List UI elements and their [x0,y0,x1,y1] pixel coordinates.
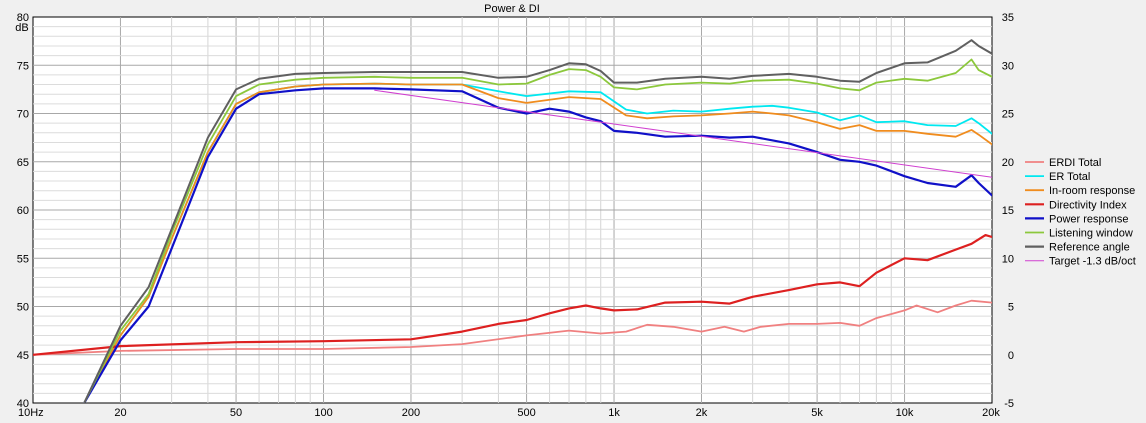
x-tick-label: 2k [696,407,708,419]
y-tick-label: 45 [17,350,29,362]
legend: ERDI Total ER Total In-room response Direct… [1025,157,1136,268]
x-tick-label: 5k [811,407,823,419]
x-tick-label: 100 [314,407,332,419]
y-tick-label: 40 [17,398,29,410]
chart-title: Power & DI [484,3,540,15]
legend-label-erdi-total: ERDI Total [1049,157,1101,169]
x-tick-label: 50 [230,407,242,419]
y-tick-label: 55 [17,253,29,265]
y2-tick-label: 15 [1002,205,1014,217]
x-tick-label: 20k [982,407,1000,419]
series-line-directivity-index [33,234,992,356]
legend-label-reference-angle: Reference angle [1049,242,1130,254]
y-axis-label: dB [15,22,28,34]
y-tick-label: 75 [17,60,29,72]
y-tick-label: 70 [17,109,29,121]
x-tick-label: 10k [896,407,914,419]
y2-tick-label: 5 [1008,302,1014,314]
series-line-power-response [83,87,992,403]
x-tick-label: 1k [608,407,620,419]
x-tick-label: 20 [114,407,126,419]
y2-tick-label: 30 [1002,60,1014,72]
series-line-listening-window [83,58,992,403]
series-line-erdi-total [33,299,992,356]
legend-label-in-room-response: In-room response [1049,185,1135,197]
legend-label-power-response: Power response [1049,213,1129,225]
series-lines [33,39,992,403]
legend-label-listening-window: Listening window [1049,228,1133,240]
y-tick-label: 60 [17,205,29,217]
x-tick-label: 500 [517,407,535,419]
y2-tick-label: 35 [1002,12,1014,24]
axes: Power & DI dB 40 45 50 55 60 65 70 75 80 -5 0 5 10 15… [15,3,1014,419]
x-tick-label: 10Hz [18,407,44,419]
x-tick-label: 200 [402,407,420,419]
legend-label-er-total: ER Total [1049,171,1090,183]
y2-tick-label: 25 [1002,109,1014,121]
y-tick-label: 65 [17,157,29,169]
legend-label-target-1-3-db-oct: Target -1.3 dB/oct [1049,256,1136,268]
y-tick-label: 50 [17,302,29,314]
y2-tick-label: 20 [1002,157,1014,169]
y2-tick-label: 0 [1008,350,1014,362]
series-line-reference-angle [83,39,992,403]
series-line-target-1-3-db-oct [374,89,992,178]
legend-label-directivity-index: Directivity Index [1049,199,1127,211]
y2-tick-label: -5 [1004,398,1014,410]
y-tick-label: 80 [17,12,29,24]
series-line-in-room-response [83,82,992,403]
y2-tick-label: 10 [1002,253,1014,265]
